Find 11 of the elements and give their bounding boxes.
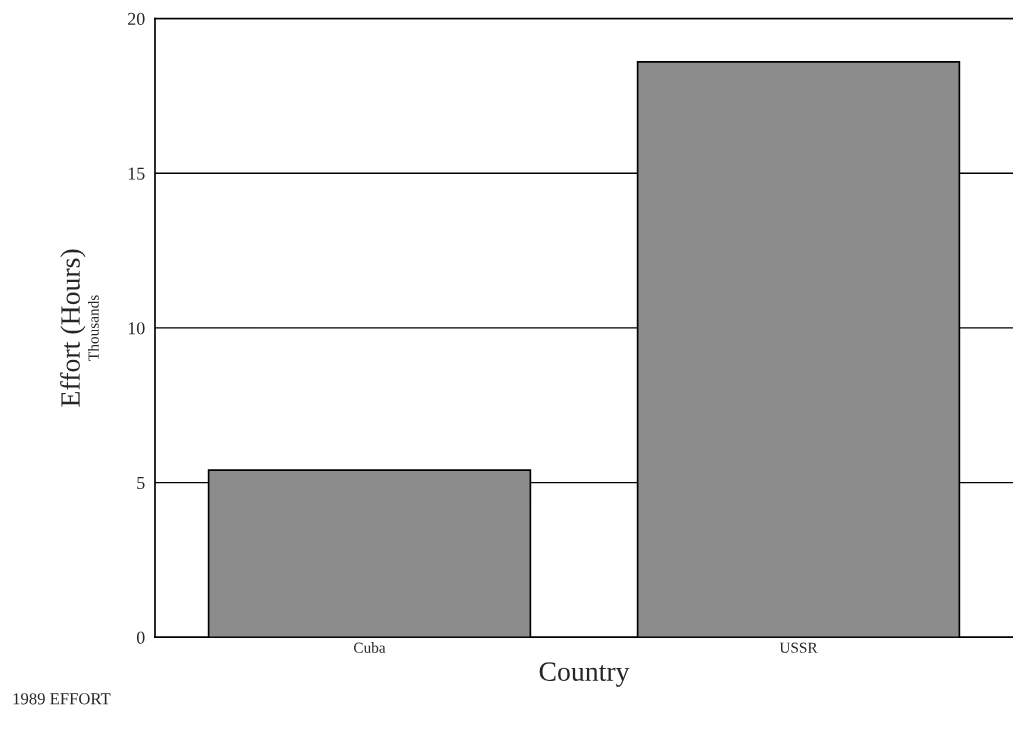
y-tick-label: 10	[128, 322, 145, 335]
x-tick-label: USSR	[779, 642, 818, 653]
y-axis-title: Effort (Hours)	[60, 249, 86, 407]
text: 1989 EFFORT	[13, 693, 111, 705]
x-axis-title: Country	[539, 662, 630, 687]
x-tick-label: Cuba	[353, 642, 386, 653]
y-tick-label: 20	[128, 12, 145, 25]
y-tick-label: 15	[128, 167, 145, 180]
text: Thousands	[88, 295, 99, 361]
y-tick-label: 0	[136, 631, 145, 644]
y-tick-label: 5	[137, 477, 145, 490]
